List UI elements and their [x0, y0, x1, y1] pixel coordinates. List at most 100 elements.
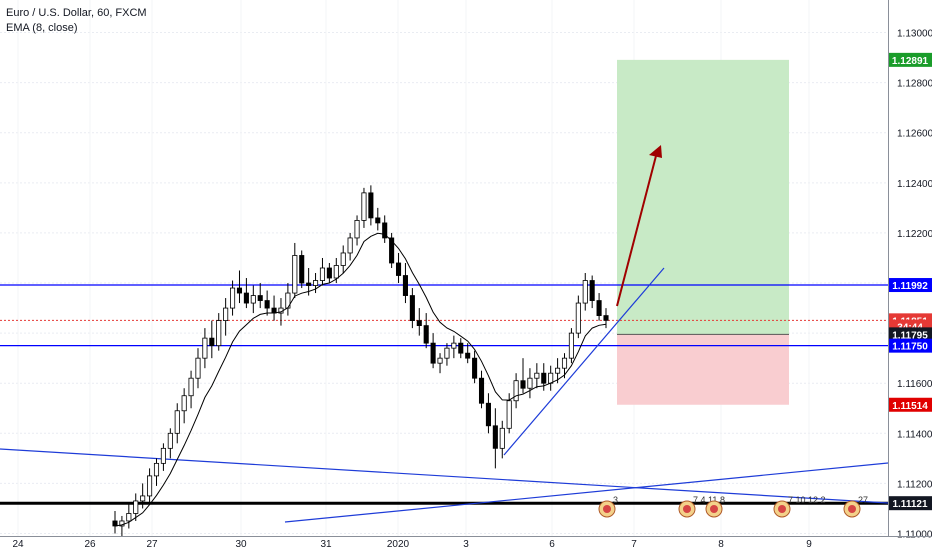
candle-body — [590, 281, 594, 301]
event-flag-core — [683, 505, 691, 513]
candle-body — [410, 296, 414, 321]
price-axis[interactable]: 1.130001.128001.126001.124001.122001.120… — [889, 0, 932, 540]
candle-body — [127, 513, 131, 521]
candle-body — [293, 255, 297, 293]
candle-body — [569, 333, 573, 358]
candle-body — [168, 433, 172, 448]
candle-body — [369, 193, 373, 218]
candle-body — [486, 403, 490, 426]
symbol-title[interactable]: Euro / U.S. Dollar, 60, FXCM — [6, 6, 147, 21]
time-tick-label: 3 — [463, 539, 469, 550]
candle-body — [479, 378, 483, 403]
price-tag-label: 1.11992 — [892, 281, 928, 292]
candle-body — [348, 238, 352, 253]
candle-body — [500, 428, 504, 448]
time-tick-label: 26 — [84, 539, 96, 550]
event-flag-core — [603, 505, 611, 513]
candle-body — [196, 358, 200, 378]
candle-body — [300, 255, 304, 283]
time-tick-label: 9 — [806, 539, 812, 550]
candle-body — [244, 293, 248, 303]
candle-body — [334, 265, 338, 278]
time-tick-label: 8 — [718, 539, 724, 550]
price-tick-label: 1.12600 — [897, 129, 932, 140]
candle-body — [459, 343, 463, 353]
candle-body — [237, 288, 241, 293]
candle-body — [251, 296, 255, 304]
price-tag-level: 1.11992 — [889, 278, 932, 292]
chart-legend: Euro / U.S. Dollar, 60, FXCM EMA (8, clo… — [6, 6, 147, 36]
candle-body — [528, 378, 532, 388]
candle-body — [154, 463, 158, 476]
candle-body — [203, 338, 207, 358]
price-tag-label: 1.11514 — [892, 401, 928, 412]
candle-body — [597, 301, 601, 316]
candle-body — [320, 268, 324, 281]
candle-body — [542, 373, 546, 383]
candle-body — [555, 368, 559, 373]
candle-body — [141, 496, 145, 501]
price-tick-label: 1.12200 — [897, 229, 932, 240]
time-tick-label: 24 — [12, 539, 24, 550]
candle-body — [417, 321, 421, 326]
price-tag-level: 1.11750 — [889, 339, 932, 353]
candle-body — [576, 303, 580, 333]
price-tick-label: 1.12800 — [897, 79, 932, 90]
candle-body — [521, 381, 525, 389]
price-tag-label: 1.11750 — [892, 342, 928, 353]
price-tag-label: 1.11121 — [892, 499, 927, 510]
candle-body — [549, 373, 553, 383]
candle-body — [514, 381, 518, 401]
candle-body — [403, 276, 407, 296]
candle-body — [189, 378, 193, 396]
candle-body — [431, 343, 435, 363]
event-flag-core — [778, 505, 786, 513]
candle-body — [210, 338, 214, 346]
candle-body — [161, 448, 165, 463]
loss-zone — [617, 334, 789, 404]
candle-body — [313, 281, 317, 286]
event-count-label: 8 — [720, 495, 725, 505]
time-tick-label: 7 — [631, 539, 637, 550]
candle-body — [562, 358, 566, 368]
candle-body — [583, 281, 587, 304]
candle-body — [472, 358, 476, 378]
candle-body — [182, 396, 186, 411]
candle-body — [466, 353, 470, 358]
event-count-label: 27 — [858, 495, 868, 505]
event-count-label: 7 10 12 2 — [788, 495, 826, 505]
candle-body — [258, 296, 262, 301]
candle-body — [507, 401, 511, 429]
price-tag-neutral: 1.11121 — [889, 496, 932, 510]
time-tick-label: 30 — [235, 539, 247, 550]
event-count-label: 3 — [613, 495, 618, 505]
candle-body — [438, 358, 442, 363]
candle-body — [306, 283, 310, 286]
event-flag-core — [710, 505, 718, 513]
indicator-title[interactable]: EMA (8, close) — [6, 21, 147, 36]
candle-body — [113, 521, 117, 526]
candle-body — [341, 253, 345, 266]
time-tick-label: 6 — [549, 539, 555, 550]
position-zones — [617, 60, 789, 405]
candle-body — [175, 411, 179, 434]
candle-body — [396, 263, 400, 276]
candle-body — [493, 426, 497, 449]
candle-body — [355, 220, 359, 238]
candle-body — [445, 348, 449, 358]
candle-body — [604, 316, 608, 321]
candle-body — [224, 308, 228, 321]
candle-body — [535, 373, 539, 378]
candle-body — [147, 476, 151, 496]
price-tick-label: 1.11600 — [897, 379, 932, 390]
price-tick-label: 1.11200 — [897, 479, 932, 490]
price-tick-label: 1.11000 — [897, 529, 932, 540]
candle-body — [424, 326, 428, 344]
price-tag-label: 1.12891 — [892, 56, 929, 67]
candle-body — [327, 268, 331, 278]
candle-body — [362, 193, 366, 221]
